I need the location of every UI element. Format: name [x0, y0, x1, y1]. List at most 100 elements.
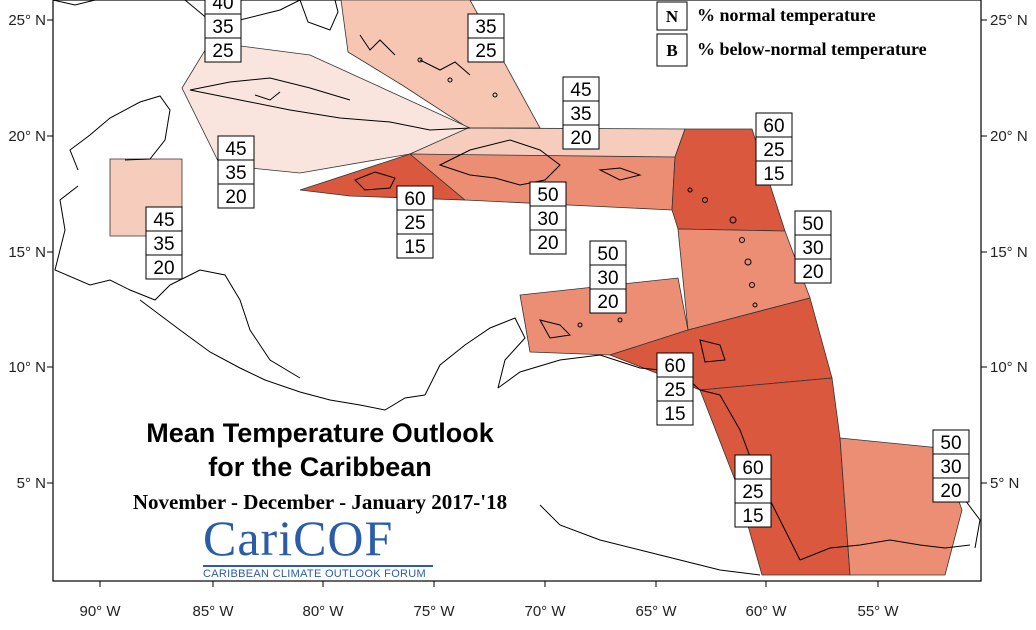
logo-tagline: CARIBBEAN CLIMATE OUTLOOK FORUM: [203, 568, 427, 580]
prob-value-below: 20: [940, 481, 961, 502]
prob-value-below: 20: [597, 292, 618, 313]
prob-box-cell: [562, 124, 600, 150]
legend-key-box: [656, 1, 688, 31]
prob-box-cell: [396, 209, 434, 235]
prob-box-cell: [734, 454, 772, 480]
prob-value-normal: 35: [225, 163, 246, 184]
prob-value-below: 15: [404, 237, 425, 258]
tick-marks: [47, 19, 987, 587]
y-tick-label: 15° N: [990, 244, 1028, 261]
x-tick-label: 75° W: [413, 603, 455, 620]
y-tick-label: 15° N: [8, 244, 46, 261]
legend: N % normal temperature B % below-normal …: [656, 1, 927, 67]
x-tick-label: 60° W: [745, 603, 787, 620]
prob-value-normal: 25: [664, 380, 685, 401]
y-tick-label: 25° N: [990, 12, 1028, 29]
prob-box-cell: [529, 229, 567, 255]
probability-zones: [109, 0, 963, 576]
prob-box-cell: [734, 478, 772, 504]
prob-box-cell: [467, 37, 505, 63]
prob-value-above: 50: [537, 185, 558, 206]
x-tick-label: 90° W: [79, 603, 121, 620]
logo-wordmark: CariCOF: [203, 510, 394, 566]
prob-box-cell: [794, 210, 832, 236]
prob-box-cell: [529, 181, 567, 207]
legend-text: % below-normal temperature: [697, 39, 927, 59]
prob-box-cell: [794, 258, 832, 284]
prob-value-normal: 30: [940, 457, 961, 478]
prob-value-above: 60: [404, 189, 425, 210]
prob-value-normal: 25: [742, 482, 763, 503]
prob-box-cell: [656, 376, 694, 402]
prob-value-above: 50: [597, 244, 618, 265]
prob-box-cell: [734, 502, 772, 528]
y-tick-label: 20° N: [990, 128, 1028, 145]
y-axis-right: 25° N 20° N 15° N 10° N 5° N: [990, 12, 1028, 492]
prob-box-cell: [932, 477, 970, 503]
prob-value-normal: 25: [763, 140, 784, 161]
y-tick-label: 20° N: [8, 128, 46, 145]
logo-rule: [203, 565, 433, 567]
legend-key: N: [666, 7, 679, 26]
x-tick-label: 80° W: [302, 603, 344, 620]
prob-box-cell: [656, 352, 694, 378]
prob-box-cell: [204, 37, 242, 63]
prob-value-above: 45: [570, 80, 591, 101]
prob-value-below: 15: [664, 404, 685, 425]
x-tick-label: 65° W: [635, 603, 677, 620]
prob-box-cell: [755, 136, 793, 162]
prob-box-cell: [932, 453, 970, 479]
prob-box-cell: [589, 288, 627, 314]
prob-box-cell: [562, 76, 600, 102]
prob-value-normal: 25: [404, 213, 425, 234]
prob-value-below: 15: [763, 164, 784, 185]
prob-box-cell: [656, 400, 694, 426]
prob-value-above: 45: [225, 139, 246, 160]
legend-key: B: [666, 41, 677, 60]
prob-value-above: 60: [742, 458, 763, 479]
prob-value-normal: 30: [597, 268, 618, 289]
prob-value-normal: 35: [475, 17, 496, 38]
prob-value-below: 20: [802, 262, 823, 283]
prob-box-cell: [145, 230, 183, 256]
prob-value-below: 15: [742, 506, 763, 527]
prob-value-normal: 30: [537, 209, 558, 230]
prob-box-cell: [562, 100, 600, 126]
prob-box-cell: [145, 206, 183, 232]
prob-value-above: 60: [763, 116, 784, 137]
prob-value-above: 40: [212, 0, 233, 14]
prob-box-cell: [467, 13, 505, 39]
prob-box-cell: [755, 160, 793, 186]
map-title: Mean Temperature Outlook: [146, 418, 494, 448]
islands: [417, 57, 758, 328]
prob-value-normal: 30: [802, 238, 823, 259]
map-subtitle: November - December - January 2017-'18: [132, 490, 508, 514]
y-tick-label: 25° N: [8, 12, 46, 29]
y-axis-left: 25° N 20° N 15° N 10° N 5° N: [8, 12, 46, 492]
coastlines: [52, 0, 981, 576]
x-tick-label: 55° W: [857, 603, 899, 620]
prob-value-below: 20: [225, 187, 246, 208]
legend-text: % normal temperature: [697, 5, 876, 25]
prob-value-below: 20: [153, 258, 174, 279]
prob-box-cell: [204, 13, 242, 39]
y-tick-label: 10° N: [8, 359, 46, 376]
prob-value-normal: 35: [212, 17, 233, 38]
prob-box-cell: [396, 233, 434, 259]
y-tick-label: 5° N: [17, 475, 46, 492]
y-tick-label: 10° N: [990, 359, 1028, 376]
prob-value-below: 20: [570, 128, 591, 149]
prob-value-normal: 35: [570, 104, 591, 125]
map-title-line2: for the Caribbean: [208, 452, 432, 482]
caricof-logo: CariCOF CARIBBEAN CLIMATE OUTLOOK FORUM: [195, 512, 445, 582]
prob-box-cell: [145, 254, 183, 280]
probability-boxes: 40 35 25 35 25 45 35 20 45 35 20 60 25 15 50 30 20 45 35 20…: [145, 0, 970, 528]
legend-key-box: [656, 33, 688, 67]
prob-box-cell: [932, 429, 970, 455]
prob-box-cell: [217, 183, 255, 209]
x-tick-label: 70° W: [524, 603, 566, 620]
prob-value-above: 50: [940, 433, 961, 454]
prob-value-below: 25: [212, 41, 233, 62]
prob-box-cell: [589, 240, 627, 266]
